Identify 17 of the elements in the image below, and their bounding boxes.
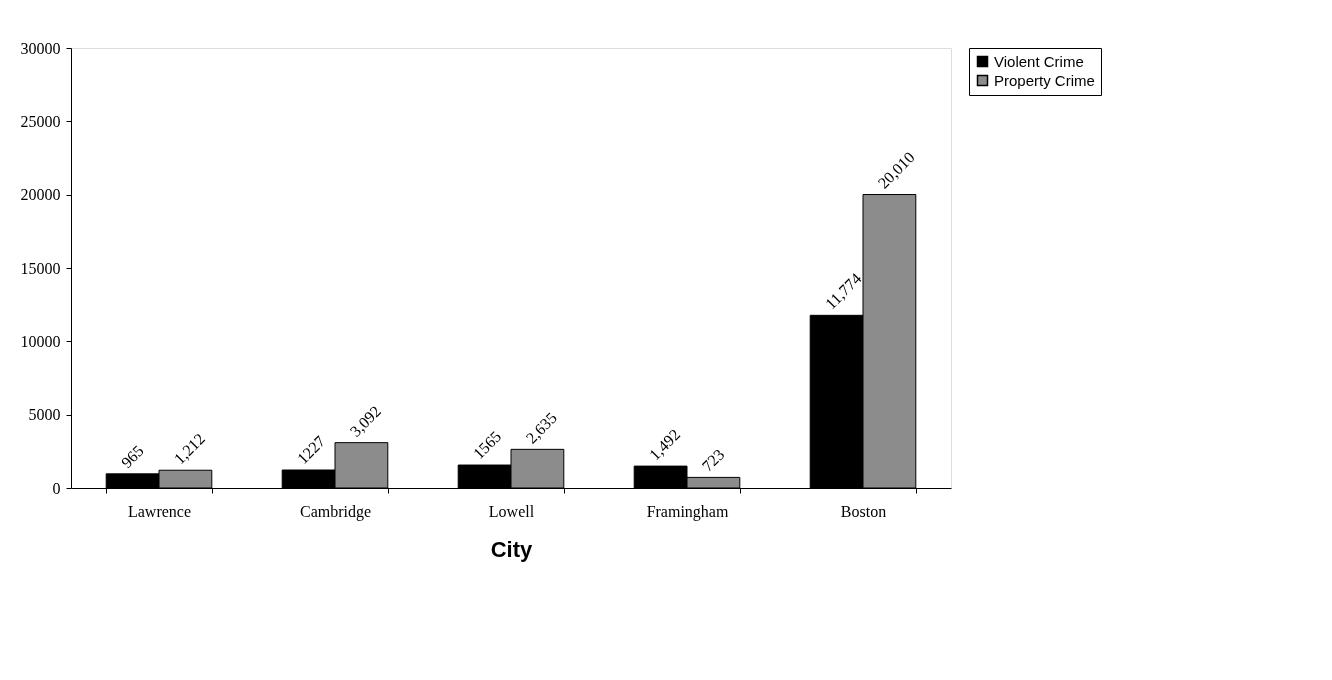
data-label: 723	[698, 445, 728, 475]
y-tick-label: 5000	[28, 406, 61, 424]
y-tick-label: 10000	[20, 332, 61, 350]
y-tick-label: 20000	[20, 186, 61, 204]
x-tick-label: Lawrence	[127, 502, 192, 520]
y-tick-label: 15000	[20, 259, 61, 277]
legend-label: Violent Crime	[994, 52, 1084, 70]
data-label: 965	[117, 442, 147, 472]
y-tick-label: 0	[52, 479, 61, 497]
y-tick-label: 30000	[20, 39, 61, 57]
x-tick-label: Cambridge	[299, 502, 372, 521]
x-tick-label: Lowell	[488, 502, 535, 520]
x-axis-title: City	[490, 536, 534, 562]
y-tick-label: 25000	[20, 112, 61, 130]
legend-label: Property Crime	[994, 71, 1095, 89]
x-tick-label: Framingham	[646, 502, 729, 521]
x-tick-label: Boston	[840, 502, 887, 520]
